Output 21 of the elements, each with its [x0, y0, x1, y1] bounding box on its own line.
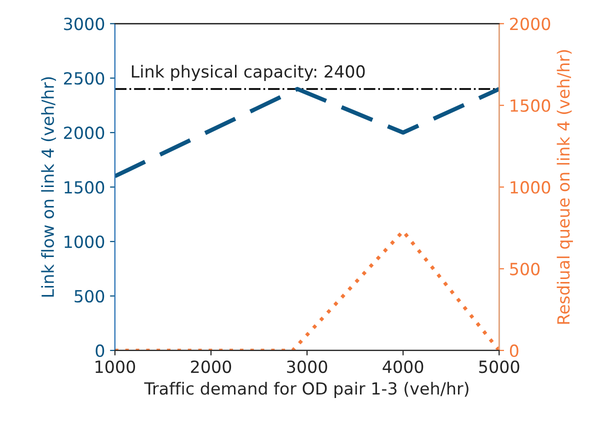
x-tick-label: 5000 — [479, 360, 520, 374]
y2-tick-label: 1000 — [510, 181, 550, 194]
y-tick-label: 3000 — [64, 18, 104, 30]
x-tick-label: 2000 — [191, 360, 232, 374]
x-tick-label: 4000 — [382, 360, 424, 374]
y2-tick-label: 0 — [510, 344, 518, 358]
y-tick-label: 1500 — [64, 181, 104, 194]
x-axis-title: Traffic demand for OD pair 1-3 (veh/hr) — [144, 382, 468, 398]
y-axis-title: Link flow on link 4 (veh/hr) — [41, 77, 56, 297]
y-tick-label: 0 — [96, 344, 104, 358]
x-tick-label: 1000 — [96, 360, 136, 374]
ref-line-label: Link physical capacity: 2400 — [132, 64, 365, 82]
y2-tick-label: 2000 — [510, 18, 550, 30]
y2-tick-label: 1500 — [510, 99, 550, 112]
y-tick-label: 2500 — [64, 72, 104, 85]
y-tick-label: 1000 — [64, 235, 104, 248]
y-tick-label: 2000 — [64, 126, 104, 140]
x-tick-label: 3000 — [287, 360, 328, 374]
y-tick-label: 500 — [74, 290, 104, 303]
y2-axis-title: Resdiual queue on link 4 (veh/hr) — [556, 50, 573, 324]
y2-tick-label: 500 — [510, 262, 540, 276]
